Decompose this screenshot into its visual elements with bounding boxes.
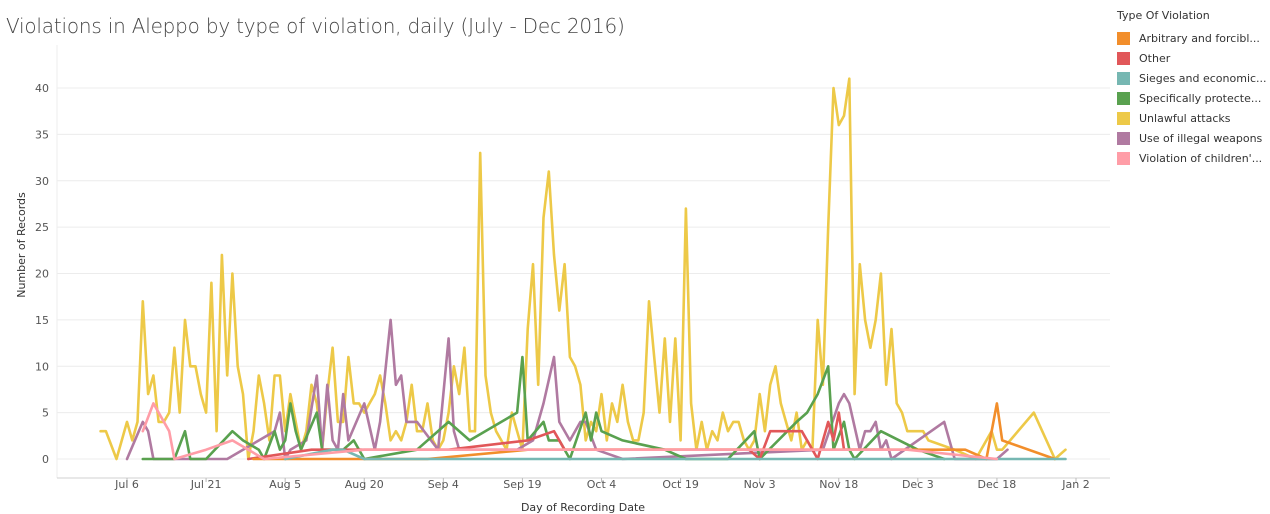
y-tick-label: 0 — [42, 453, 49, 466]
legend-label: Sieges and economic... — [1139, 71, 1267, 85]
series-lines — [99, 77, 1067, 461]
x-tick-label: Jul 21 — [190, 478, 222, 491]
y-axis-label: Number of Records — [15, 192, 28, 298]
line-chart: 0 5 10 15 20 25 30 35 40 Jul 6 Jul 21 Aug 5 Aug 20 S… — [15, 45, 1110, 514]
legend-swatch — [1117, 131, 1130, 145]
x-axis: Jul 6 Jul 21 Aug 5 Aug 20 Sep 4 Sep 19 Oct 4 Oc… — [57, 477, 1110, 491]
series-line-5[interactable] — [283, 448, 1067, 461]
x-tick-label: Aug 20 — [345, 478, 384, 491]
y-tick-label: 30 — [35, 175, 49, 188]
y-tick-label: 35 — [35, 128, 49, 141]
legend: Type Of Violation Arbitrary and forcibl.… — [1117, 9, 1267, 168]
legend-item[interactable]: Other — [1117, 48, 1267, 68]
legend-label: Specifically protecte... — [1139, 91, 1262, 105]
x-tick-label: Sep 4 — [428, 478, 459, 491]
series-line-2[interactable] — [141, 355, 946, 461]
x-tick-label: Dec 18 — [978, 478, 1017, 491]
legend-label: Other — [1139, 51, 1171, 65]
x-axis-label: Day of Recording Date — [521, 501, 645, 514]
y-tick-label: 20 — [35, 268, 49, 281]
series-line-0[interactable] — [99, 77, 1067, 461]
x-tick-label: Nov 18 — [819, 478, 858, 491]
x-tick-label: Oct 19 — [662, 478, 699, 491]
legend-title: Type Of Violation — [1117, 9, 1210, 22]
legend-item[interactable]: Arbitrary and forcibl... — [1117, 28, 1267, 48]
legend-item[interactable]: Specifically protecte... — [1117, 88, 1267, 108]
legend-swatch — [1117, 71, 1130, 85]
x-tick-label: Nov 3 — [744, 478, 776, 491]
y-tick-label: 5 — [42, 407, 49, 420]
y-tick-label: 25 — [35, 221, 49, 234]
legend-label: Violation of children'... — [1139, 151, 1263, 165]
x-tick-label: Aug 5 — [269, 478, 301, 491]
series-line-6[interactable] — [141, 402, 999, 461]
legend-label: Use of illegal weapons — [1139, 131, 1263, 145]
x-tick-label: Dec 3 — [902, 478, 934, 491]
y-tick-label: 10 — [35, 360, 49, 373]
legend-swatch — [1117, 51, 1130, 65]
legend-swatch — [1117, 151, 1130, 165]
y-axis: 0 5 10 15 20 25 30 35 40 — [35, 45, 58, 478]
legend-item[interactable]: Sieges and economic... — [1117, 68, 1267, 88]
series-line-3[interactable] — [247, 411, 883, 461]
y-tick-label: 15 — [35, 314, 49, 327]
legend-item[interactable]: Violation of children'... — [1117, 148, 1267, 168]
y-tick-label: 40 — [35, 82, 49, 95]
x-tick-label: Oct 4 — [587, 478, 617, 491]
legend-swatch — [1117, 111, 1130, 125]
legend-item[interactable]: Use of illegal weapons — [1117, 128, 1267, 148]
x-tick-label: Jan 2 — [1061, 478, 1089, 491]
legend-item[interactable]: Unlawful attacks — [1117, 108, 1267, 128]
legend-swatch — [1117, 91, 1130, 105]
x-tick-label: Jul 6 — [114, 478, 139, 491]
legend-swatch — [1117, 31, 1130, 45]
x-tick-label: Sep 19 — [503, 478, 541, 491]
legend-label: Unlawful attacks — [1139, 111, 1231, 125]
chart-title: Violations in Aleppo by type of violatio… — [6, 14, 625, 38]
legend-label: Arbitrary and forcibl... — [1139, 31, 1260, 45]
